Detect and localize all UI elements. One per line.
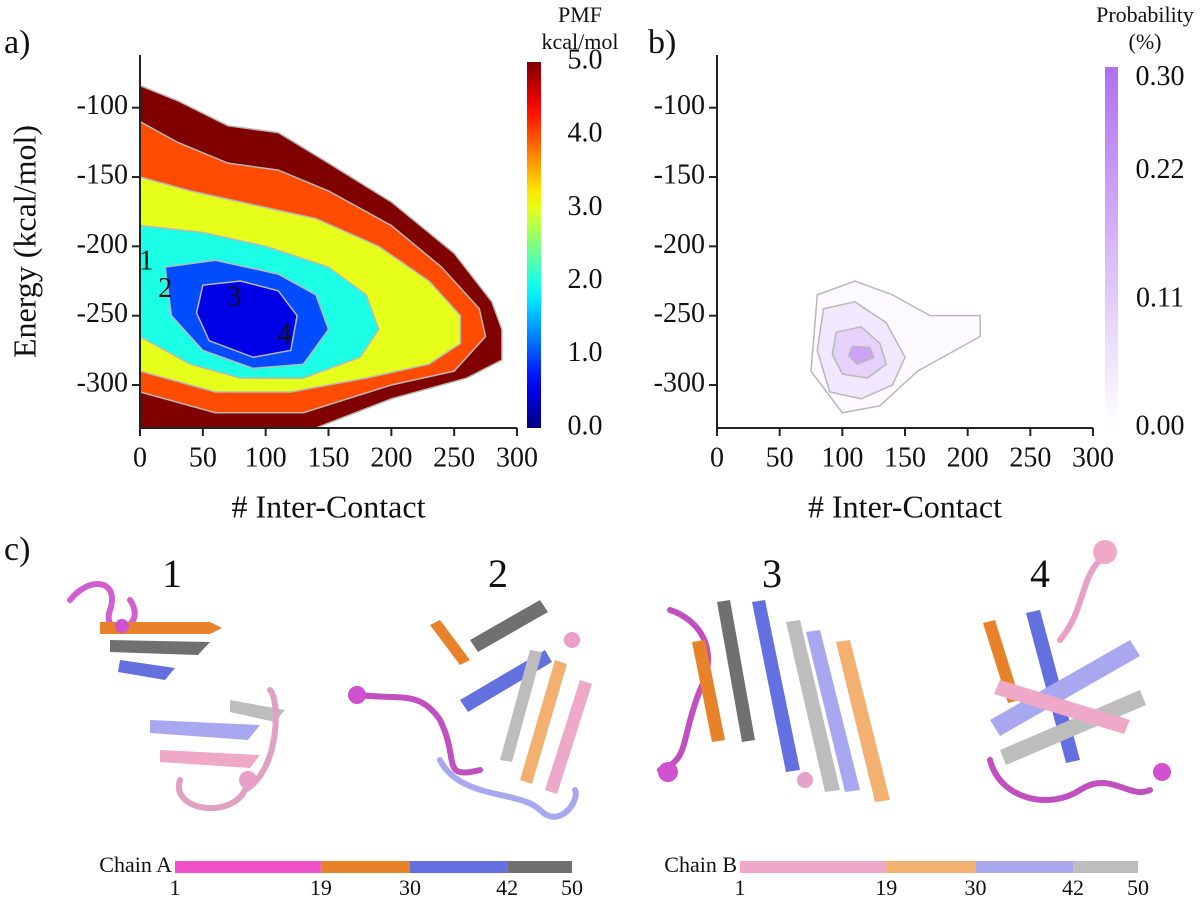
x-tick-label: 150 [308,442,350,473]
chain-tick-label: 30 [399,875,421,900]
chain-segment [886,861,976,873]
colorbar-tick-label: 0.0 [568,410,603,441]
y-tick-label: -300 [77,367,128,398]
chain-segment [507,861,572,873]
colorbar-tick-label: 5.0 [568,44,603,75]
annotation: 4 [278,319,292,350]
chain-tick-label: 42 [1062,875,1084,900]
colorbar [1105,67,1118,428]
chain-segment [175,861,321,873]
chain-name: Chain A [99,852,172,877]
x-tick-label: 0 [133,442,147,473]
chain-tick-label: 1 [170,875,181,900]
chain-tick-label: 30 [965,875,987,900]
y-tick-label: -100 [77,90,128,121]
x-tick-label: 50 [766,442,794,473]
contour [847,345,875,366]
chain-segment [320,861,410,873]
y-axis-label: Energy (kcal/mol) [6,125,42,358]
x-tick-label: 200 [370,442,412,473]
panel-label: a) [4,24,30,61]
x-tick-label: 0 [710,442,724,473]
colorbar-tick-label: 3.0 [568,191,603,222]
chain-segment [740,861,887,873]
y-tick-label: -250 [77,298,128,329]
panel-label: b) [648,24,676,61]
contour [195,280,298,359]
y-tick-label: -200 [77,229,128,260]
structure-label: 2 [488,551,508,596]
colorbar-tick-label: 0.00 [1136,410,1185,441]
contour-layer [140,84,503,428]
structure-label: 1 [162,551,182,596]
colorbar [527,62,541,428]
x-tick-label: 300 [1072,442,1114,473]
chain-name: Chain B [664,852,737,877]
colorbar-tick-label: 0.30 [1136,61,1185,92]
y-tick-label: -250 [654,298,705,329]
y-tick-label: -300 [654,367,705,398]
chain-tick-label: 50 [1127,875,1149,900]
x-tick-label: 150 [884,442,926,473]
y-tick-label: -100 [654,90,705,121]
colorbar-title: (%) [1129,29,1162,54]
colorbar-tick-label: 0.22 [1136,154,1185,185]
chain-tick-label: 19 [310,875,332,900]
x-tick-label: 300 [496,442,538,473]
chain-segment [975,861,1074,873]
annotation: 2 [158,273,172,304]
x-tick-label: 50 [189,442,217,473]
colorbar-tick-label: 4.0 [568,118,603,149]
structure-label: 3 [762,551,782,596]
x-tick-label: 100 [245,442,287,473]
y-tick-label: -150 [654,159,705,190]
colorbar-tick-label: 2.0 [568,264,603,295]
colorbar-tick-label: 0.11 [1136,282,1184,313]
chain-segment [1073,861,1138,873]
annotation: 1 [139,245,153,276]
x-tick-label: 100 [821,442,863,473]
chain-tick-label: 1 [735,875,746,900]
protein-cartoon [67,540,1171,820]
panel-label: c) [4,531,30,568]
colorbar-title: kcal/mol [542,29,619,54]
chain-segment [409,861,508,873]
chain-tick-label: 19 [875,875,897,900]
annotation: 3 [227,281,241,312]
x-tick-label: 250 [1009,442,1051,473]
y-tick-label: -150 [77,159,128,190]
x-axis-label: # Inter-Contact [232,488,426,524]
y-tick-label: -200 [654,229,705,260]
x-tick-label: 200 [947,442,989,473]
chain-tick-label: 50 [561,875,583,900]
colorbar-tick-label: 1.0 [568,337,603,368]
colorbar-title: PMF [558,2,602,27]
contour-layer [810,280,981,414]
x-axis-label: # Inter-Contact [808,488,1002,524]
structure-label: 4 [1030,551,1050,596]
chain-tick-label: 42 [496,875,518,900]
colorbar-title: Probability [1096,2,1194,27]
x-tick-label: 250 [433,442,475,473]
